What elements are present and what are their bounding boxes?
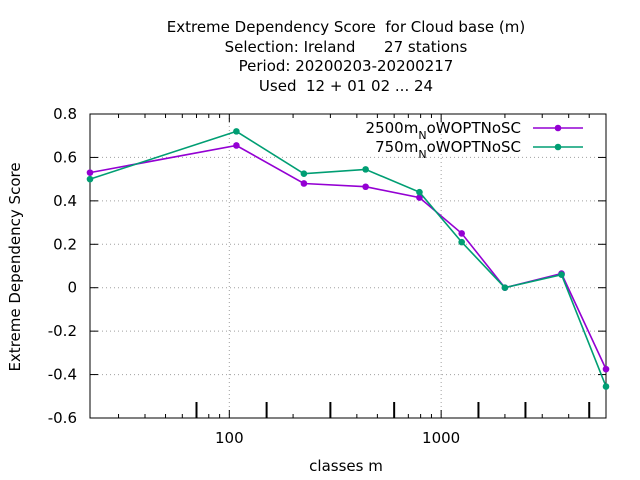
plot-frame: [89, 113, 607, 419]
data-point: [86, 169, 94, 176]
chart-title: Extreme Dependency Score for Cloud base …: [0, 18, 640, 96]
x-tick-label: 100: [215, 429, 244, 447]
series-layer: [86, 128, 610, 390]
y-tick-label: -0.6: [48, 409, 77, 427]
series-line: [89, 130, 607, 387]
legend-label: 2500mNoWOPTNoSC: [366, 119, 521, 142]
x-axis-label: classes m: [309, 457, 383, 475]
title-line-2: Selection: Ireland 27 stations: [224, 37, 468, 56]
legend-label-tail: oWOPTNoSC: [427, 119, 521, 137]
data-point: [602, 383, 610, 390]
title-line-3: Period: 20200203-20200217: [238, 57, 454, 75]
x-tick-label: 1000: [422, 429, 460, 447]
plot-border: [89, 113, 607, 419]
data-point: [501, 284, 509, 292]
data-point: [233, 128, 240, 135]
y-tick-label: 0.4: [53, 192, 77, 210]
axis-ticks: 0.8 0.6 0.4 0.2 0 -0.2 -0.4 -0.6 100 1000: [48, 105, 606, 447]
legend-swatch-point: [554, 124, 562, 132]
y-tick-label: 0: [67, 279, 77, 297]
legend-label-main: 750m: [375, 138, 418, 156]
legend-label-subscript: N: [418, 148, 426, 161]
title-line-1: Extreme Dependency Score for Cloud base …: [166, 18, 526, 36]
legend-label: 750mNoWOPTNoSC: [375, 138, 521, 161]
data-point: [300, 180, 308, 187]
data-point: [458, 238, 465, 246]
data-point: [86, 175, 94, 183]
title-line-4: Used 12 + 01 02 ... 24: [258, 76, 434, 95]
data-point: [416, 194, 423, 201]
data-point: [233, 142, 240, 149]
data-point: [458, 230, 465, 237]
y-tick-label: 0.2: [53, 235, 77, 253]
y-axis-label: Extreme Dependency Score: [6, 162, 24, 371]
legend-label-subscript: N: [418, 129, 426, 142]
data-point: [602, 365, 610, 373]
data-point: [362, 166, 369, 173]
data-point: [558, 271, 565, 278]
y-tick-label: 0.8: [53, 105, 77, 123]
y-tick-label: 0.6: [53, 148, 77, 166]
legend-label-main: 2500m: [366, 119, 419, 137]
data-point: [416, 188, 423, 196]
legend-label-tail: oWOPTNoSC: [427, 138, 521, 156]
grid: [90, 114, 606, 418]
legend-swatch-point: [554, 143, 562, 151]
data-point: [300, 170, 308, 178]
series-line: [89, 144, 607, 370]
y-tick-label: -0.4: [48, 366, 77, 384]
y-tick-label: -0.2: [48, 322, 77, 340]
data-point: [362, 183, 369, 191]
